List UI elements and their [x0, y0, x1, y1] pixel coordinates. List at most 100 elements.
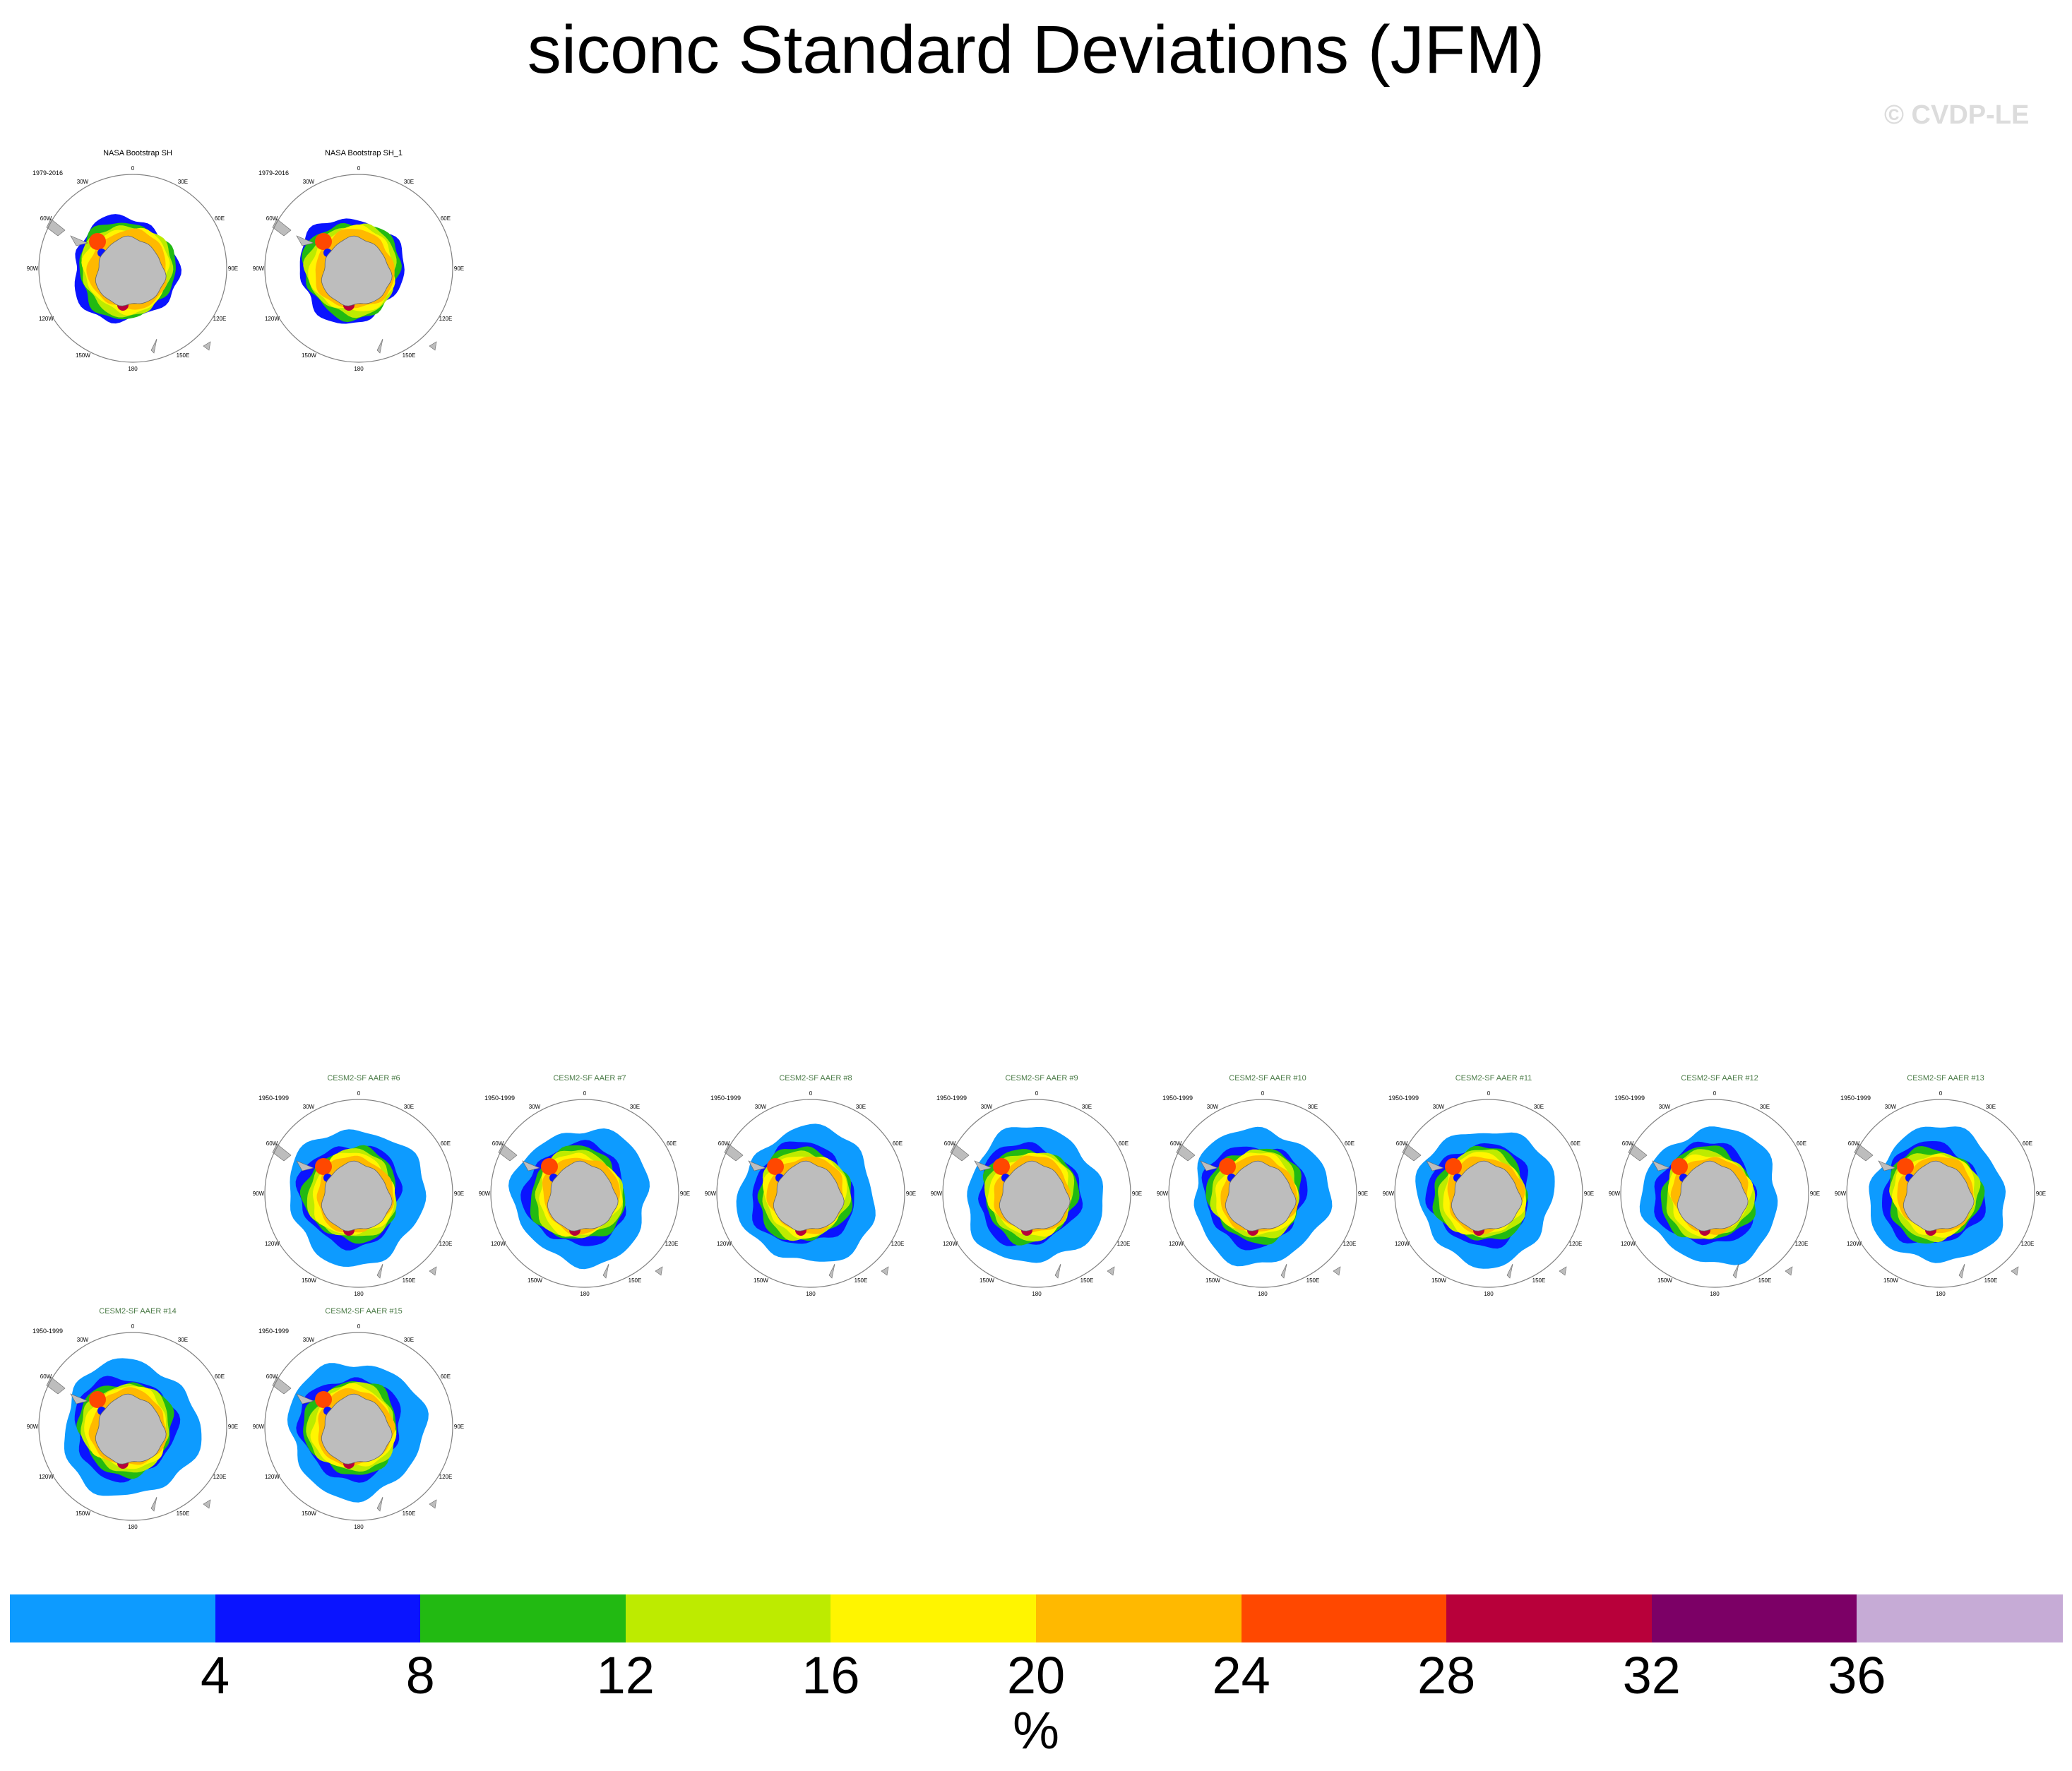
- longitude-label: 60W: [943, 1140, 956, 1147]
- longitude-label: 90W: [252, 266, 265, 272]
- south-america-tip: [498, 1143, 518, 1162]
- south-america-tip: [950, 1143, 970, 1162]
- longitude-label: 150W: [1657, 1277, 1672, 1284]
- longitude-label: 90W: [1156, 1191, 1169, 1197]
- tasmania: [203, 1499, 211, 1509]
- panel-years: 1950-1999: [1614, 1095, 1645, 1102]
- antarctic-peninsula: [296, 1160, 314, 1171]
- longitude-label: 90E: [453, 1191, 465, 1197]
- longitude-label: 120W: [491, 1241, 506, 1247]
- longitude-label: 150W: [1205, 1277, 1220, 1284]
- colorbar: [10, 1594, 2063, 1642]
- colorbar-segment: [420, 1594, 626, 1642]
- antarctica-landmass: [1451, 1160, 1523, 1232]
- longitude-label: 30E: [855, 1104, 867, 1111]
- ice-variability-region: [1219, 1158, 1236, 1175]
- map-panel: CESM2-SF AAER #11 1950-1999 0 30E 60E 90E 120E…: [1383, 1073, 1603, 1298]
- antarctica-landmass: [321, 1393, 393, 1465]
- longitude-label: 150E: [1984, 1277, 1998, 1284]
- colorbar-tick-label: 16: [802, 1646, 860, 1705]
- new-zealand: [376, 1263, 383, 1279]
- antarctic-peninsula: [296, 235, 314, 246]
- colorbar-segment: [1857, 1594, 2063, 1642]
- longitude-label: 150W: [302, 1277, 316, 1284]
- polar-map: [490, 1099, 679, 1288]
- longitude-label: 180: [1936, 1291, 1946, 1297]
- longitude-label: 120W: [717, 1241, 732, 1247]
- map-boundary-ring: [264, 1099, 453, 1288]
- longitude-label: 0: [1261, 1090, 1265, 1097]
- colorbar-segment: [830, 1594, 1037, 1642]
- longitude-label: 120E: [1342, 1241, 1357, 1247]
- longitude-label: 90E: [679, 1191, 691, 1197]
- panel-years: 1950-1999: [484, 1095, 516, 1102]
- longitude-label: 90W: [704, 1191, 717, 1197]
- panel-years: 1950-1999: [258, 1095, 290, 1102]
- panel-title: CESM2-SF AAER #12: [1681, 1074, 1758, 1083]
- new-zealand: [376, 1496, 383, 1512]
- panel-years: 1979-2016: [32, 169, 64, 177]
- south-america-tip: [724, 1143, 744, 1162]
- map-panel: CESM2-SF AAER #10 1950-1999 0 30E 60E 90E 120E…: [1156, 1073, 1377, 1298]
- polar-map: [264, 174, 453, 363]
- polar-map: [1620, 1099, 1809, 1288]
- longitude-label: 60E: [1796, 1140, 1807, 1147]
- antarctic-peninsula: [974, 1160, 992, 1171]
- panel-title: CESM2-SF AAER #9: [1005, 1074, 1078, 1083]
- longitude-label: 60W: [1621, 1140, 1634, 1147]
- panel-title: CESM2-SF AAER #8: [779, 1074, 852, 1083]
- longitude-label: 30W: [980, 1104, 993, 1111]
- longitude-label: 120W: [1395, 1241, 1410, 1247]
- longitude-label: 120W: [39, 316, 54, 322]
- longitude-label: 30W: [528, 1104, 541, 1111]
- longitude-label: 120E: [665, 1241, 679, 1247]
- longitude-label: 90E: [1583, 1191, 1595, 1197]
- new-zealand: [1280, 1263, 1287, 1279]
- longitude-label: 0: [1713, 1090, 1717, 1097]
- longitude-label: 120W: [265, 1241, 280, 1247]
- new-zealand: [1958, 1263, 1965, 1279]
- longitude-label: 150W: [1883, 1277, 1898, 1284]
- longitude-label: 120E: [439, 1474, 453, 1480]
- panel-years: 1950-1999: [710, 1095, 742, 1102]
- panel-title: CESM2-SF AAER #11: [1455, 1074, 1532, 1083]
- longitude-label: 90W: [1608, 1191, 1621, 1197]
- tasmania: [881, 1266, 889, 1276]
- map-panel: CESM2-SF AAER #9 1950-1999 0 30E 60E 90E 120E 1…: [931, 1073, 1151, 1298]
- longitude-label: 30E: [1081, 1104, 1092, 1111]
- longitude-label: 90E: [227, 1424, 239, 1430]
- polar-map: [1394, 1099, 1583, 1288]
- ice-variability-region: [315, 1158, 332, 1175]
- ice-variability-region: [89, 233, 106, 250]
- colorbar-tick-label: 36: [1828, 1646, 1886, 1705]
- longitude-label: 30W: [1432, 1104, 1445, 1111]
- ice-variability-region: [1671, 1158, 1688, 1175]
- longitude-label: 30E: [1985, 1104, 1996, 1111]
- antarctic-peninsula: [1878, 1160, 1896, 1171]
- longitude-label: 60W: [1169, 1140, 1182, 1147]
- new-zealand: [1054, 1263, 1061, 1279]
- longitude-label: 0: [1035, 1090, 1039, 1097]
- tasmania: [655, 1266, 663, 1276]
- antarctic-peninsula: [70, 1393, 88, 1405]
- longitude-label: 180: [1258, 1291, 1268, 1297]
- antarctica-landmass: [95, 235, 167, 306]
- longitude-label: 60W: [266, 1140, 278, 1147]
- longitude-label: 120E: [213, 1474, 227, 1480]
- longitude-label: 30W: [302, 179, 315, 186]
- map-boundary-ring: [264, 1332, 453, 1521]
- tasmania: [1107, 1266, 1115, 1276]
- tasmania: [1785, 1266, 1793, 1276]
- longitude-label: 90W: [1834, 1191, 1847, 1197]
- south-america-tip: [272, 218, 292, 237]
- new-zealand: [1732, 1263, 1739, 1279]
- longitude-label: 30W: [76, 1337, 89, 1344]
- south-america-tip: [272, 1143, 292, 1162]
- longitude-label: 90W: [252, 1424, 265, 1430]
- map-boundary-ring: [1620, 1099, 1809, 1288]
- longitude-label: 150E: [176, 352, 190, 359]
- longitude-label: 30W: [76, 179, 89, 186]
- colorbar-segment: [1446, 1594, 1653, 1642]
- longitude-label: 30E: [1533, 1104, 1544, 1111]
- map-panel: CESM2-SF AAER #14 1950-1999 0 30E 60E 90E 120E…: [27, 1306, 247, 1531]
